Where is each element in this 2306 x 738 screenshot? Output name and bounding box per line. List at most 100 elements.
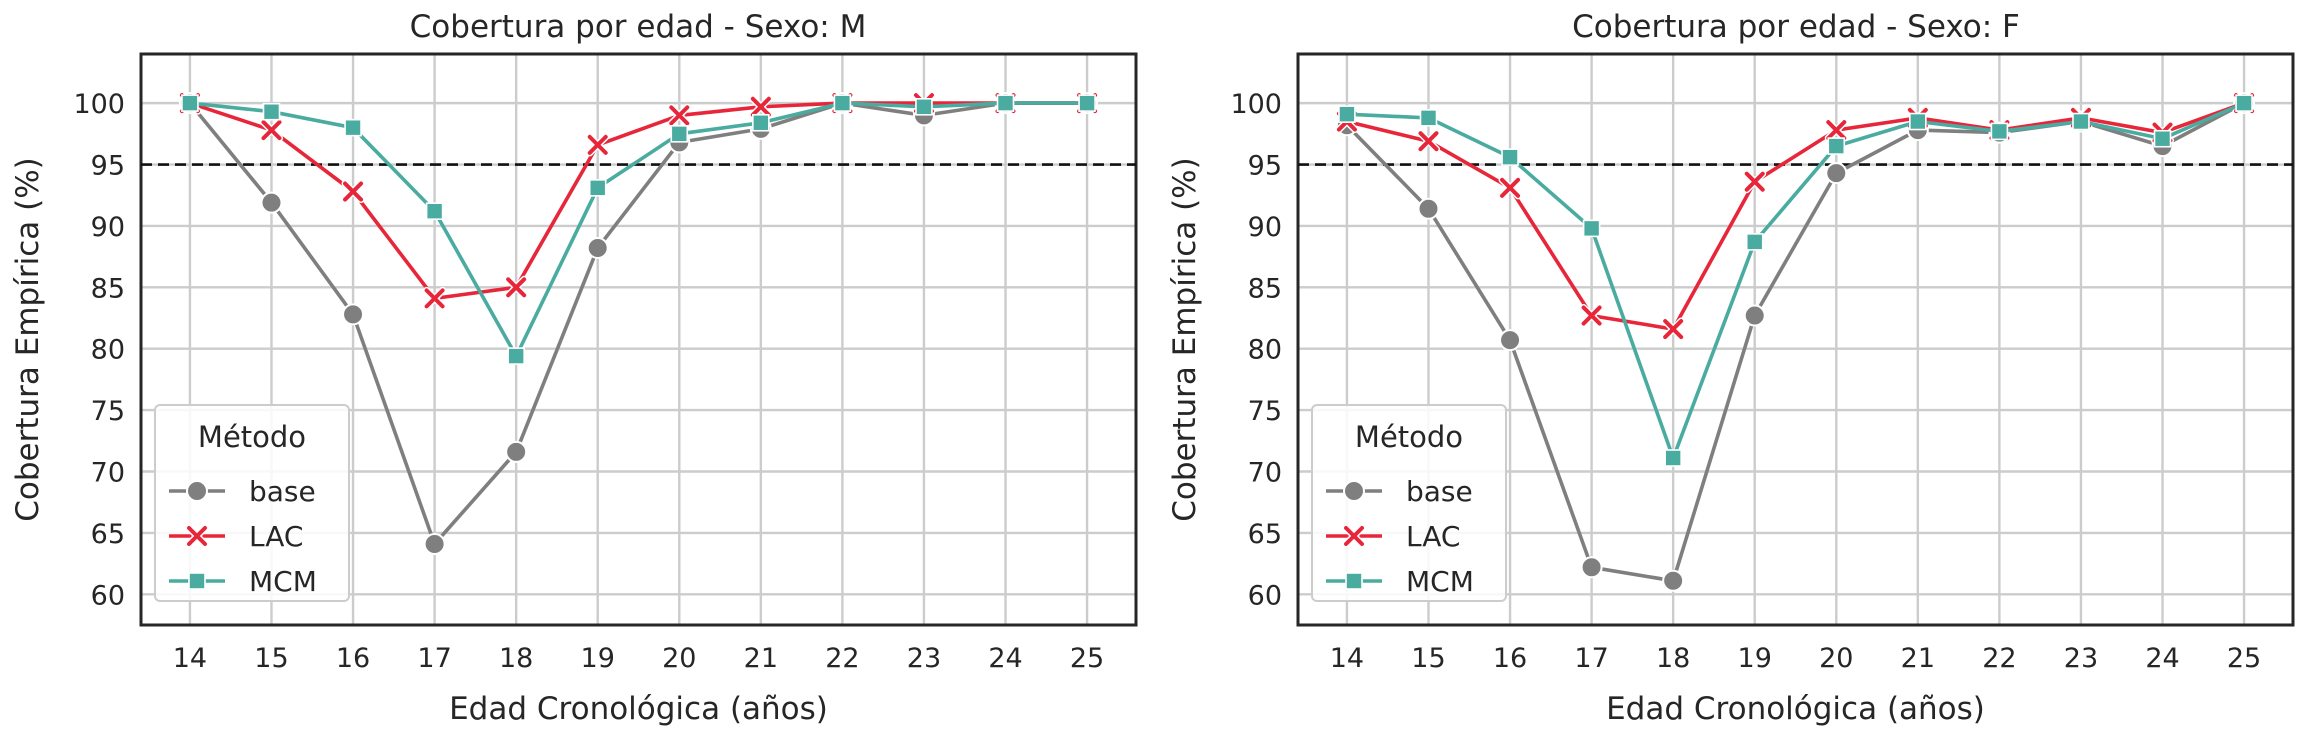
- data-point: [260, 191, 283, 214]
- legend-label: LAC: [249, 520, 303, 553]
- legend-label: base: [249, 475, 316, 508]
- x-tick-label: 17: [417, 643, 451, 674]
- plot-frame: [1296, 52, 2295, 627]
- legend-entry-lac: LAC: [1326, 520, 1460, 553]
- legend-marker: [1342, 524, 1366, 548]
- x-marker-stroke: [1500, 177, 1521, 198]
- legend-label: MCM: [249, 565, 317, 598]
- x-tick-label: 23: [2064, 643, 2098, 674]
- y-tick-label: 95: [1248, 151, 1282, 182]
- x-marker-stroke: [1581, 305, 1602, 326]
- legend-marker: [186, 480, 208, 502]
- legend: Método base LAC MCM: [1311, 404, 1507, 602]
- legend-entry-mcm: MCM: [1326, 565, 1474, 598]
- plot-frame: [139, 52, 1138, 627]
- data-point: [2153, 129, 2172, 148]
- data-point: [588, 179, 607, 197]
- x-tick-label: 17: [1574, 643, 1608, 674]
- y-tick-label: 70: [91, 458, 125, 489]
- y-tick-label: 85: [91, 273, 125, 304]
- data-point: [670, 125, 689, 143]
- y-tick-label: 100: [1230, 89, 1282, 120]
- legend: Método base LAC MCM: [154, 404, 350, 602]
- y-tick-label: 60: [1248, 580, 1282, 611]
- x-tick-label: 19: [581, 643, 615, 674]
- legend-label: base: [1406, 475, 1473, 508]
- data-point: [1499, 329, 1522, 352]
- x-tick-label: 21: [1901, 643, 1935, 674]
- data-point: [915, 98, 933, 116]
- x-marker-stroke: [1418, 131, 1439, 152]
- series-mcm: [1338, 94, 2253, 467]
- data-point: [342, 303, 365, 326]
- x-marker-stroke: [1744, 171, 1765, 192]
- data-point: [423, 532, 446, 555]
- data-point: [2235, 94, 2253, 112]
- data-point: [505, 440, 528, 463]
- x-marker-stroke: [187, 526, 207, 546]
- x-tick-label: 21: [744, 643, 778, 674]
- data-point: [1745, 233, 1764, 251]
- y-tick-label: 65: [1248, 519, 1282, 550]
- x-tick-label: 19: [1738, 643, 1772, 674]
- x-tick-label: 20: [662, 643, 696, 674]
- data-point: [259, 118, 283, 142]
- data-point: [1743, 304, 1766, 327]
- data-point: [1664, 449, 1682, 467]
- data-point: [1825, 162, 1848, 185]
- y-axis-label: Cobertura Empírica (%): [10, 157, 46, 521]
- x-tick-label: 20: [1819, 643, 1853, 674]
- x-tick-label: 24: [2145, 643, 2179, 674]
- legend-title: Método: [198, 420, 306, 454]
- y-tick-label: 85: [1248, 273, 1282, 304]
- x-tick-label: 18: [1656, 643, 1690, 674]
- y-tick-label: 70: [1248, 458, 1282, 489]
- x-tick-label: 15: [254, 643, 288, 674]
- x-marker-stroke: [424, 288, 445, 309]
- legend-marker: [1345, 572, 1363, 590]
- x-tick-label: 23: [907, 643, 941, 674]
- series-mcm: [181, 94, 1096, 365]
- data-point: [1743, 170, 1767, 194]
- legend-label: LAC: [1406, 520, 1460, 553]
- data-point: [1580, 556, 1603, 579]
- legend-marker: [188, 572, 206, 590]
- y-tick-label: 95: [91, 151, 125, 182]
- x-marker-stroke: [1663, 319, 1684, 340]
- data-point: [341, 180, 365, 204]
- legend-marker: [1343, 480, 1365, 502]
- x-marker-stroke: [261, 120, 282, 141]
- legend-title: Método: [1355, 420, 1463, 454]
- data-point: [1501, 148, 1519, 166]
- legend-entry-base: base: [1326, 475, 1473, 508]
- y-tick-label: 75: [91, 396, 125, 427]
- data-point: [1498, 176, 1522, 200]
- x-tick-label: 22: [1982, 643, 2016, 674]
- x-marker-stroke: [587, 134, 608, 155]
- data-point: [504, 275, 528, 299]
- data-point: [1417, 197, 1440, 220]
- y-tick-label: 90: [91, 212, 125, 243]
- x-marker-stroke: [1344, 526, 1364, 546]
- y-tick-label: 100: [73, 89, 125, 120]
- chart-title: Cobertura por edad - Sexo: M: [410, 9, 867, 45]
- data-point: [1990, 122, 2009, 141]
- y-tick-label: 65: [91, 519, 125, 550]
- data-point: [749, 95, 773, 119]
- x-tick-label: 16: [1493, 643, 1527, 674]
- data-point: [1582, 219, 1601, 238]
- x-marker-stroke: [343, 181, 364, 202]
- legend-entry-mcm: MCM: [169, 565, 317, 598]
- data-point: [1827, 137, 1846, 155]
- x-marker-stroke: [506, 277, 527, 298]
- data-point: [752, 113, 770, 132]
- legend-entry-lac: LAC: [169, 520, 303, 553]
- series-lac: [178, 91, 1099, 310]
- x-tick-label: 25: [1070, 643, 1104, 674]
- x-axis-label: Edad Cronológica (años): [449, 691, 828, 727]
- data-point: [586, 133, 610, 157]
- data-point: [344, 118, 362, 137]
- data-point: [586, 237, 609, 260]
- data-point: [1338, 105, 1356, 123]
